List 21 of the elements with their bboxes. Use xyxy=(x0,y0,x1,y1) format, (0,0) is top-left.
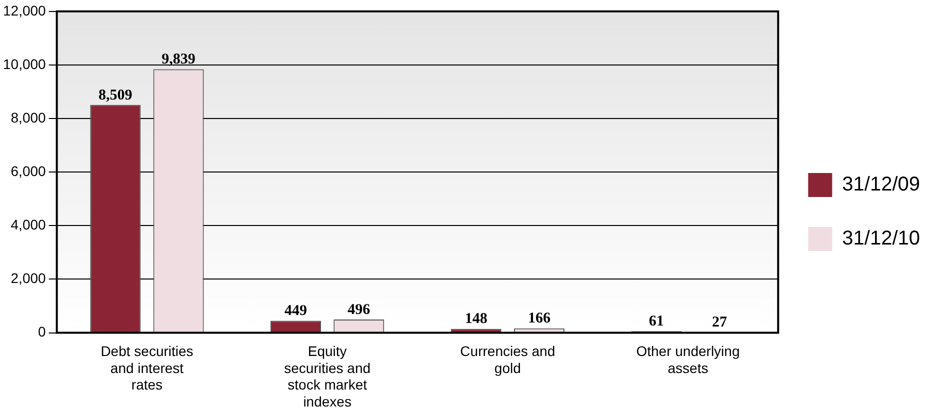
data-label: 8,509 xyxy=(98,87,132,104)
x-tick-label: Other underlying assets xyxy=(636,343,740,376)
data-label: 148 xyxy=(464,311,488,328)
x-tick-label: Equity securities and stock market indexes xyxy=(284,343,371,410)
y-tick-label: 2,000 xyxy=(10,270,46,286)
data-label: 9,839 xyxy=(162,52,196,68)
y-tick-label: 0 xyxy=(38,324,46,340)
data-label: 61 xyxy=(648,314,664,330)
y-tick-label: 8,000 xyxy=(10,109,46,126)
data-label: 496 xyxy=(348,302,371,318)
legend-label: 31/12/09 xyxy=(842,174,920,196)
y-tick-label: 12,000 xyxy=(2,2,46,18)
y-tick-label: 10,000 xyxy=(2,56,46,72)
data-label: 449 xyxy=(284,303,308,320)
x-tick-label: Debt securities and interest rates xyxy=(100,343,194,393)
legend-label: 31/12/10 xyxy=(842,228,920,250)
y-tick-label: 6,000 xyxy=(10,162,46,179)
x-tick-label: Currencies and gold xyxy=(460,343,556,376)
y-tick-label: 4,000 xyxy=(10,216,46,233)
data-label: 166 xyxy=(528,310,551,327)
data-label: 27 xyxy=(712,314,728,330)
